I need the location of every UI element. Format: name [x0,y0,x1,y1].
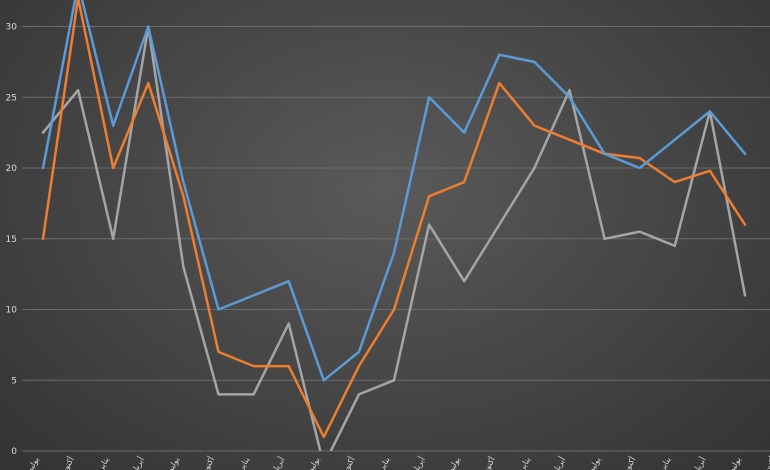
x-tick-label: يوليو [165,456,181,470]
series-line-1 [41,0,747,382]
x-tick-label: يناير [657,456,672,470]
x-tick-label: يناير [96,456,111,470]
series-lines [41,0,747,451]
x-tick-label: أبريل [269,455,286,470]
x-tick-label: أكتوبر [619,455,638,470]
x-tick-label: يوليو [586,456,602,470]
x-tick-label: أبريل [550,455,567,470]
x-tick-label: يوليو [446,456,462,470]
x-axis: يوليو أكتوبر يناير أبريل يوليو أكتوبر يناير أبر… [25,455,770,470]
x-tick-label: أبريل [410,455,427,470]
x-tick-label: يوليو [25,456,41,470]
x-tick-label: يناير [236,456,251,470]
x-tick-label: أكتوبر [478,455,497,470]
x-tick-label: يوليو [306,456,322,470]
y-tick-label: 5 [11,376,17,386]
x-tick-label: أبريل [129,455,146,470]
x-tick-label: أبريل [690,455,707,470]
y-tick-label: 0 [11,447,17,457]
y-tick-label: 30 [6,23,18,33]
gridlines [22,26,770,452]
x-tick-label: يوليو [727,456,743,470]
x-tick-label: أكتوبر [197,455,216,470]
x-tick-label: أكتوبر [57,455,76,470]
y-axis: 0 5 10 15 20 25 30 [6,23,18,458]
x-tick-label: أكتوبر [338,455,357,470]
x-tick-label: يناير [517,456,532,470]
y-tick-label: 20 [6,164,18,174]
y-tick-label: 15 [6,235,17,245]
x-tick-label: أكتوبر [759,455,770,470]
series-line-3 [41,25,747,451]
x-tick-label: يناير [377,456,392,470]
y-tick-label: 25 [6,93,17,103]
series-line-2 [41,0,747,439]
y-tick-label: 10 [6,306,18,316]
